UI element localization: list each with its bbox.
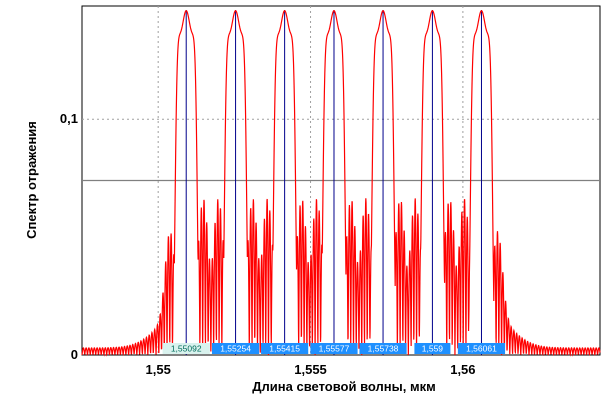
peak-label-bg-1 — [211, 343, 260, 354]
series-line — [81, 10, 601, 357]
peak-label-5: 1,559 — [422, 344, 444, 354]
peak-label-bg-3 — [310, 343, 358, 354]
peak-label-4: 1,55738 — [368, 344, 399, 354]
x-tick-label-0: 1,55 — [146, 362, 171, 377]
peak-label-bg-6 — [457, 343, 506, 354]
y-tick-label-1: 0,1 — [60, 111, 78, 126]
y-tick-label-0: 0 — [71, 347, 78, 362]
x-axis-label: Длина световой волны, мкм — [252, 379, 435, 394]
y-axis-label: Спектр отражения — [24, 121, 39, 239]
x-tick-label-2: 1,56 — [450, 362, 475, 377]
peak-label-bg-2 — [261, 343, 309, 354]
peak-label-2: 1,55415 — [269, 344, 300, 354]
peak-label-1: 1,55254 — [220, 344, 251, 354]
peak-label-bg-5 — [414, 343, 451, 354]
peak-label-bg-4 — [359, 343, 407, 354]
peak-label-3: 1,55577 — [319, 344, 350, 354]
peak-label-bg-0 — [162, 343, 210, 354]
peak-label-6: 1,56061 — [466, 344, 497, 354]
peak-label-0: 1,55092 — [171, 344, 202, 354]
x-tick-label-1: 1,555 — [294, 362, 327, 377]
